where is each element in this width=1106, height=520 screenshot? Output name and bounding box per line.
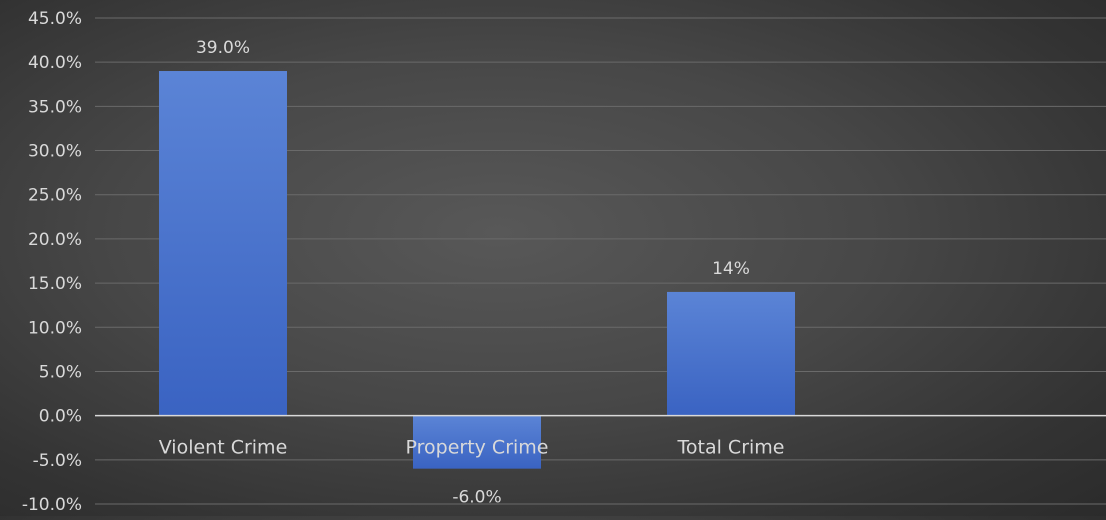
y-tick-label: 20.0% (28, 230, 82, 250)
y-tick-label: 30.0% (28, 142, 82, 162)
data-label: -6.0% (452, 488, 501, 508)
y-tick-label: 45.0% (28, 9, 82, 29)
x-axis-tick-labels: Violent Crime Property Crime Total Crime (159, 437, 785, 459)
y-tick-label: 10.0% (28, 318, 82, 338)
bars (159, 71, 795, 469)
y-tick-label: 25.0% (28, 186, 82, 206)
data-labels: 39.0% -6.0% 14% (196, 38, 750, 508)
bar-violent-crime (159, 71, 287, 416)
data-label: 14% (712, 259, 750, 279)
y-tick-label: -5.0% (33, 451, 82, 471)
y-tick-label: 5.0% (39, 362, 82, 382)
x-tick-label: Property Crime (406, 437, 549, 459)
bar-total-crime (667, 291, 795, 416)
y-tick-label: 0.0% (39, 407, 82, 427)
y-tick-label: 15.0% (28, 274, 82, 294)
bar-property-crime (413, 415, 541, 469)
x-tick-label: Violent Crime (159, 437, 288, 459)
y-tick-label: 40.0% (28, 53, 82, 73)
y-axis-tick-labels: 45.0% 40.0% 35.0% 30.0% 25.0% 20.0% 15.0% 10.0%… (22, 9, 82, 515)
data-label: 39.0% (196, 38, 250, 58)
x-tick-label: Total Crime (677, 437, 785, 459)
y-tick-label: -10.0% (22, 495, 82, 515)
y-tick-label: 35.0% (28, 97, 82, 117)
